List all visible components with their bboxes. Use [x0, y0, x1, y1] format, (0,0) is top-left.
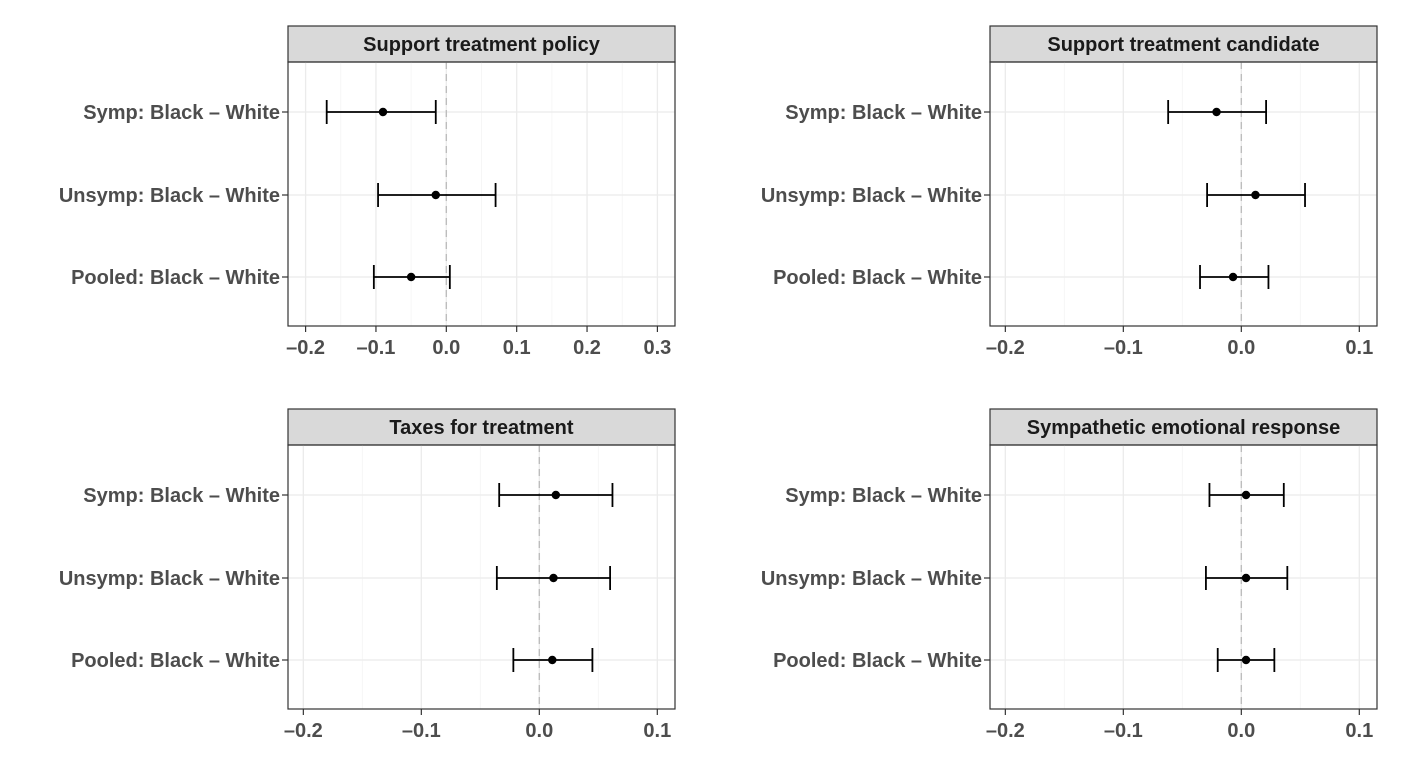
- y-tick-label: Symp: Black – White: [83, 485, 280, 507]
- y-tick-label: Symp: Black – White: [785, 485, 982, 507]
- panel-2: Support treatment candidate Symp: Black –…: [761, 25, 1378, 359]
- panel-border: [287, 61, 676, 327]
- y-tick-label: Unsymp: Black – White: [59, 568, 280, 590]
- x-tick-label: –0.1: [1104, 720, 1143, 742]
- x-tick-label: 0.1: [643, 720, 671, 742]
- x-tick-label: 0.0: [1227, 337, 1255, 359]
- point-estimate: [1228, 272, 1238, 282]
- panel-title: Support treatment policy: [363, 34, 601, 56]
- panel-3: Taxes for treatment Symp: Black – White Un…: [59, 408, 676, 742]
- x-tick-label: 0.1: [1345, 337, 1373, 359]
- x-tick-label: –0.2: [284, 720, 323, 742]
- panel-title: Taxes for treatment: [389, 417, 573, 439]
- panel-4: Sympathetic emotional response Symp: Blac…: [761, 408, 1378, 742]
- y-tick-label: Pooled: Black – White: [71, 267, 280, 289]
- y-tick-label: Unsymp: Black – White: [761, 568, 982, 590]
- point-estimate: [378, 107, 388, 117]
- x-tick-label: –0.1: [402, 720, 441, 742]
- x-tick-label: –0.1: [1104, 337, 1143, 359]
- point-estimate: [1241, 490, 1251, 500]
- panel-border: [989, 61, 1378, 327]
- x-tick-label: –0.2: [986, 337, 1025, 359]
- point-estimate: [548, 655, 557, 665]
- panel-strip: [287, 25, 676, 63]
- point-estimate: [549, 573, 558, 583]
- x-tick-label: 0.3: [644, 337, 672, 359]
- x-tick-label: 0.1: [503, 337, 531, 359]
- x-tick-label: 0.0: [1227, 720, 1255, 742]
- panel-border: [287, 444, 676, 710]
- y-tick-label: Unsymp: Black – White: [59, 185, 280, 207]
- panel-strip: [989, 25, 1378, 63]
- panel-1: Support treatment policy Symp: Black – Wh…: [59, 25, 676, 359]
- panel-border: [989, 444, 1378, 710]
- x-tick-label: 0.1: [1345, 720, 1373, 742]
- x-tick-label: –0.1: [356, 337, 395, 359]
- point-estimate: [1241, 573, 1251, 583]
- x-tick-label: 0.2: [573, 337, 601, 359]
- point-estimate: [1212, 107, 1221, 117]
- y-tick-label: Symp: Black – White: [785, 102, 982, 124]
- x-tick-label: 0.0: [525, 720, 553, 742]
- y-tick-label: Pooled: Black – White: [773, 650, 982, 672]
- x-tick-label: –0.2: [986, 720, 1025, 742]
- y-tick-label: Unsymp: Black – White: [761, 185, 982, 207]
- y-tick-label: Symp: Black – White: [83, 102, 280, 124]
- point-estimate: [1241, 655, 1251, 665]
- point-estimate: [551, 490, 561, 500]
- x-tick-label: 0.0: [432, 337, 460, 359]
- point-estimate: [1251, 190, 1260, 200]
- y-tick-label: Pooled: Black – White: [773, 267, 982, 289]
- y-tick-label: Pooled: Black – White: [71, 650, 280, 672]
- point-estimate: [431, 190, 440, 200]
- point-estimate: [406, 272, 416, 282]
- panel-strip: [287, 408, 676, 446]
- panel-title: Support treatment candidate: [1047, 34, 1319, 56]
- panel-title: Sympathetic emotional response: [1027, 417, 1340, 439]
- x-tick-label: –0.2: [286, 337, 325, 359]
